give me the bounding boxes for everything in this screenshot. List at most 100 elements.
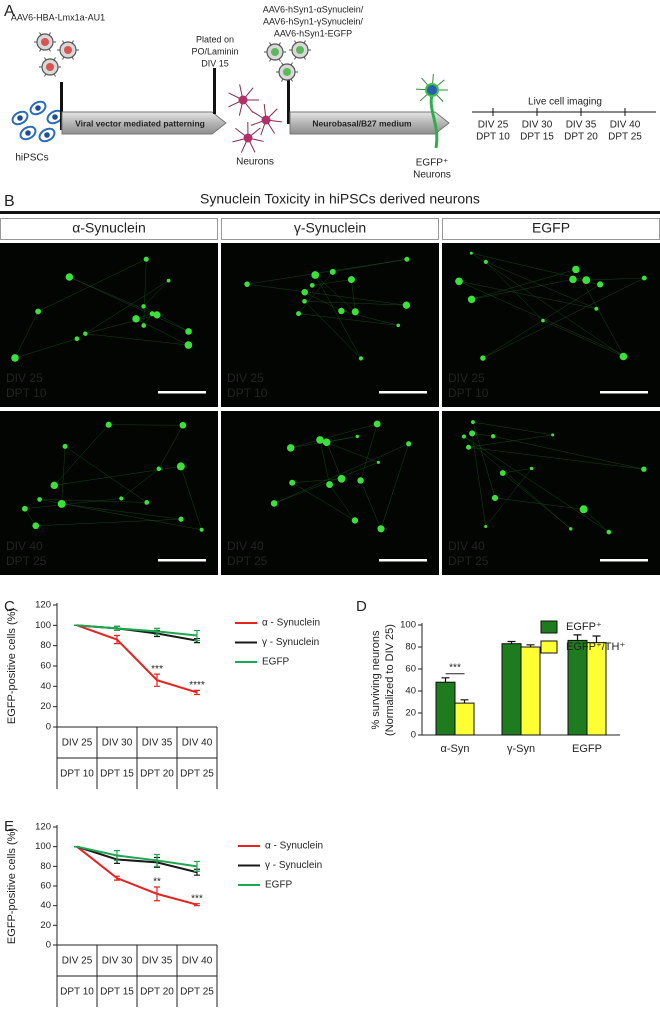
neurite-trace — [472, 433, 494, 437]
y-tick-label: 20 — [40, 920, 51, 931]
cell-body — [302, 299, 307, 304]
cell-body — [461, 434, 466, 439]
neurite-trace — [471, 269, 576, 300]
scale-bar — [158, 559, 206, 562]
neurite-trace — [37, 258, 147, 312]
y-axis-label: EGFP-positive cells (%) — [6, 828, 18, 944]
cell-body — [406, 441, 412, 447]
x-category-label: DIV 40 — [182, 738, 213, 749]
timepoint-label: DIV 30 — [522, 120, 553, 131]
neurite-trace — [143, 280, 169, 307]
image-label: DIV 25 — [6, 371, 43, 385]
virus-spike — [303, 40, 306, 44]
cell-body — [455, 277, 463, 286]
virus-spike — [278, 58, 281, 62]
bar — [501, 643, 522, 736]
cell-body — [469, 251, 473, 255]
neurite-trace — [292, 478, 342, 484]
scale-bar — [600, 391, 648, 394]
virus-spike — [281, 78, 284, 82]
cell-body — [74, 336, 80, 342]
cell-body — [579, 505, 588, 514]
x-category-label: DIV 30 — [102, 738, 133, 749]
stem-cell-nucleus — [52, 114, 58, 120]
cell-body — [286, 444, 295, 452]
cell-body — [322, 438, 331, 447]
neurite-trace — [468, 434, 553, 448]
cell-body — [376, 460, 380, 464]
neurite-trace — [135, 318, 189, 346]
step-marker — [213, 68, 216, 114]
neurons-label: Neurons — [236, 157, 274, 168]
legend-label: γ - Synuclein — [265, 860, 322, 871]
panel-title: Synuclein Toxicity in hiPSCs derived neu… — [200, 191, 480, 207]
neurite-trace — [298, 313, 399, 326]
cell-body — [270, 500, 278, 507]
cell-body — [83, 331, 88, 336]
cell-body — [551, 433, 555, 437]
cell-body — [355, 434, 359, 439]
cell-body — [153, 311, 161, 319]
cell-body — [156, 466, 162, 472]
neurite-trace — [482, 277, 645, 359]
neurite-trace — [312, 279, 352, 286]
cell-body — [469, 430, 476, 437]
virus-core — [271, 48, 279, 56]
cell-body — [32, 522, 40, 530]
legend-label: α - Synuclein — [262, 618, 320, 629]
column-header-box — [0, 218, 218, 240]
vector-label: AAV6-hSyn1-γSynuclein/ — [263, 16, 363, 26]
neurite-trace — [472, 422, 496, 499]
x-category-label: DIV 35 — [142, 738, 173, 749]
cell-body — [62, 443, 68, 449]
neuron-soma — [261, 115, 271, 125]
neurite-trace — [542, 320, 624, 357]
cell-body — [11, 354, 19, 362]
series-line — [76, 845, 198, 868]
neurite-trace — [292, 482, 356, 521]
y-tick-label: 0 — [46, 722, 51, 733]
y-tick-label: 100 — [35, 620, 51, 631]
cell-body — [569, 275, 577, 284]
cell-body — [35, 308, 41, 315]
bar — [435, 681, 456, 736]
cell-body — [329, 268, 336, 275]
significance-label: *** — [151, 664, 163, 675]
legend-label: γ - Synuclein — [262, 637, 319, 648]
micrograph — [0, 243, 218, 407]
x-category-label: DIV 35 — [142, 956, 173, 967]
plating-label: Plated on — [196, 34, 234, 44]
plating-label: DIV 15 — [201, 58, 229, 68]
virus-spike — [62, 40, 65, 44]
y-tick-label: 0 — [411, 730, 416, 741]
process-arrow — [61, 111, 227, 135]
significance-label: *** — [449, 662, 461, 673]
timepoint-label: DIV 25 — [478, 120, 509, 131]
timepoint-label: DIV 35 — [566, 120, 597, 131]
y-tick-label: 0 — [46, 940, 51, 951]
neurite-trace — [471, 279, 574, 300]
virus-spike — [48, 48, 51, 52]
cell-body — [641, 275, 647, 281]
stem-cell-nucleus — [25, 130, 31, 136]
neurite-trace — [180, 466, 202, 530]
neurite-trace — [463, 436, 609, 533]
stem-cell-nucleus — [44, 132, 50, 138]
cell-body — [296, 311, 302, 317]
y-tick-label: 120 — [35, 822, 51, 833]
neurite-trace — [290, 423, 378, 449]
cell-body — [37, 497, 42, 502]
image-label: DPT 10 — [448, 386, 489, 400]
neurite-trace — [458, 281, 597, 310]
virus-core — [41, 38, 49, 46]
neurite-trace — [24, 508, 36, 526]
x-category-label: EGFP — [572, 743, 602, 755]
step-marker — [60, 82, 63, 130]
cell-body — [467, 295, 476, 304]
column-header-box — [221, 218, 439, 240]
virus-spike — [48, 32, 51, 36]
neurite-trace — [76, 280, 169, 339]
image-label: DIV 25 — [227, 371, 264, 385]
neurite-trace — [304, 292, 342, 312]
neurite-trace — [329, 484, 356, 521]
